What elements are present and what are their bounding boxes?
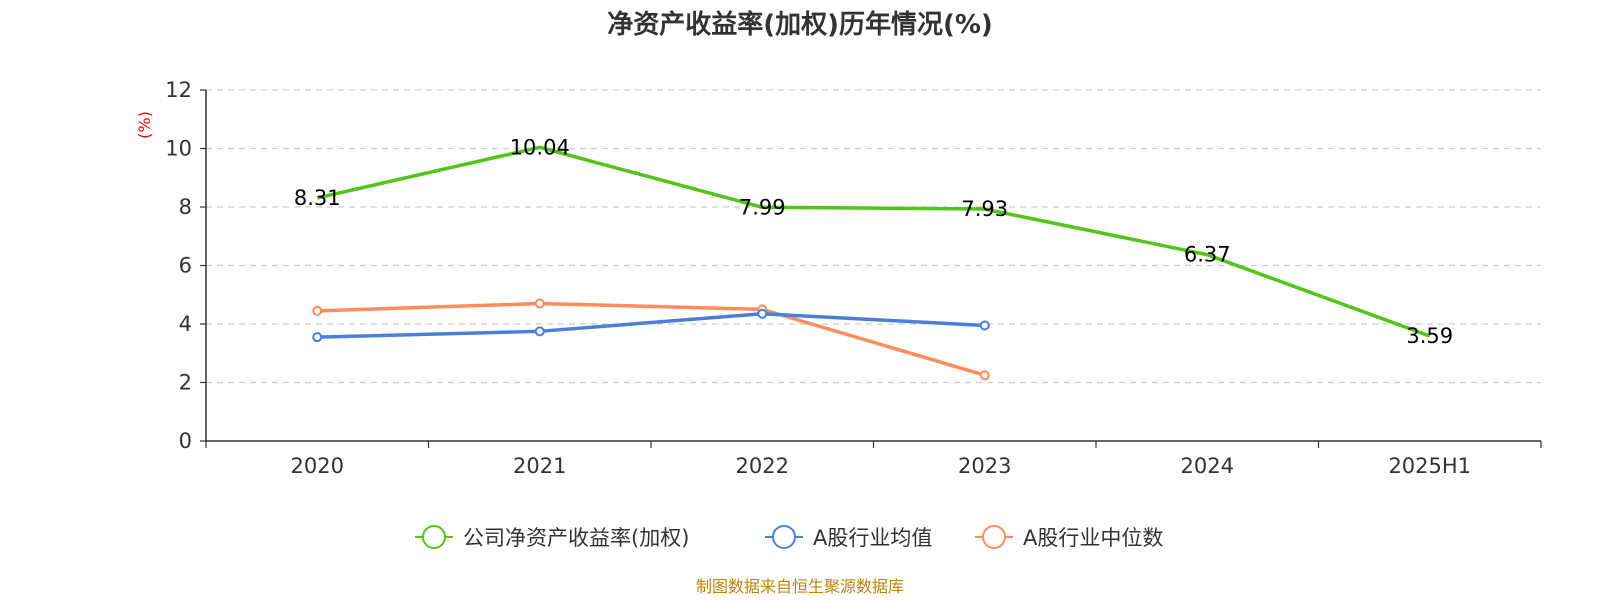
legend-item[interactable]: 公司净资产收益率(加权) — [415, 525, 689, 550]
x-tick-label: 2025H1 — [1388, 454, 1471, 478]
data-label: 8.31 — [294, 186, 341, 210]
x-tick-label: 2021 — [513, 454, 566, 478]
y-tick-label: 0 — [179, 429, 192, 453]
series-line — [317, 301, 986, 377]
data-labels: 8.31 10.04 7.99 7.93 6.37 3.59 — [294, 135, 1453, 348]
chart-title: 净资产收益率(加权)历年情况(%) — [607, 9, 993, 40]
y-tick-label: 10 — [165, 137, 192, 161]
legend-label: A股行业均值 — [813, 526, 932, 550]
y-tick-label: 4 — [179, 312, 192, 336]
source-note: 制图数据来自恒生聚源数据库 — [696, 577, 904, 596]
legend-marker — [772, 525, 796, 549]
data-point[interactable] — [312, 332, 323, 343]
data-label: 3.59 — [1406, 324, 1453, 348]
x-tick-label: 2020 — [291, 454, 344, 478]
data-label: 7.93 — [961, 197, 1008, 221]
x-tick-label: 2024 — [1181, 454, 1234, 478]
axes: 0 2 4 6 8 10 12 2020 2021 2022 2023 2024 2025H1 — [165, 78, 1542, 478]
data-point[interactable] — [757, 308, 768, 319]
y-tick-label: 12 — [165, 78, 192, 102]
series-line — [317, 312, 985, 339]
x-tick-label: 2023 — [958, 454, 1011, 478]
y-tick-label: 8 — [179, 195, 192, 219]
legend-label: A股行业中位数 — [1023, 526, 1163, 550]
data-label: 10.04 — [510, 135, 570, 159]
legend-label: 公司净资产收益率(加权) — [463, 526, 689, 550]
series-line — [316, 145, 1431, 338]
series-group — [312, 145, 1431, 381]
legend-item[interactable]: A股行业中位数 — [975, 525, 1163, 550]
legend-marker — [982, 525, 1006, 549]
legend-marker — [422, 525, 446, 549]
grid — [206, 89, 1541, 384]
y-axis-label: (%) — [135, 111, 154, 139]
data-label: 6.37 — [1184, 243, 1231, 267]
data-point[interactable] — [979, 370, 990, 381]
y-tick-label: 6 — [179, 254, 192, 278]
legend[interactable]: 公司净资产收益率(加权) A股行业均值 A股行业中位数 — [415, 525, 1163, 550]
x-tick-label: 2022 — [736, 454, 789, 478]
legend-item[interactable]: A股行业均值 — [765, 525, 932, 550]
data-point[interactable] — [979, 320, 990, 331]
data-point[interactable] — [534, 298, 545, 309]
data-label: 7.99 — [739, 195, 786, 219]
data-point[interactable] — [312, 305, 323, 316]
y-tick-label: 2 — [179, 371, 192, 395]
data-point[interactable] — [534, 326, 545, 337]
